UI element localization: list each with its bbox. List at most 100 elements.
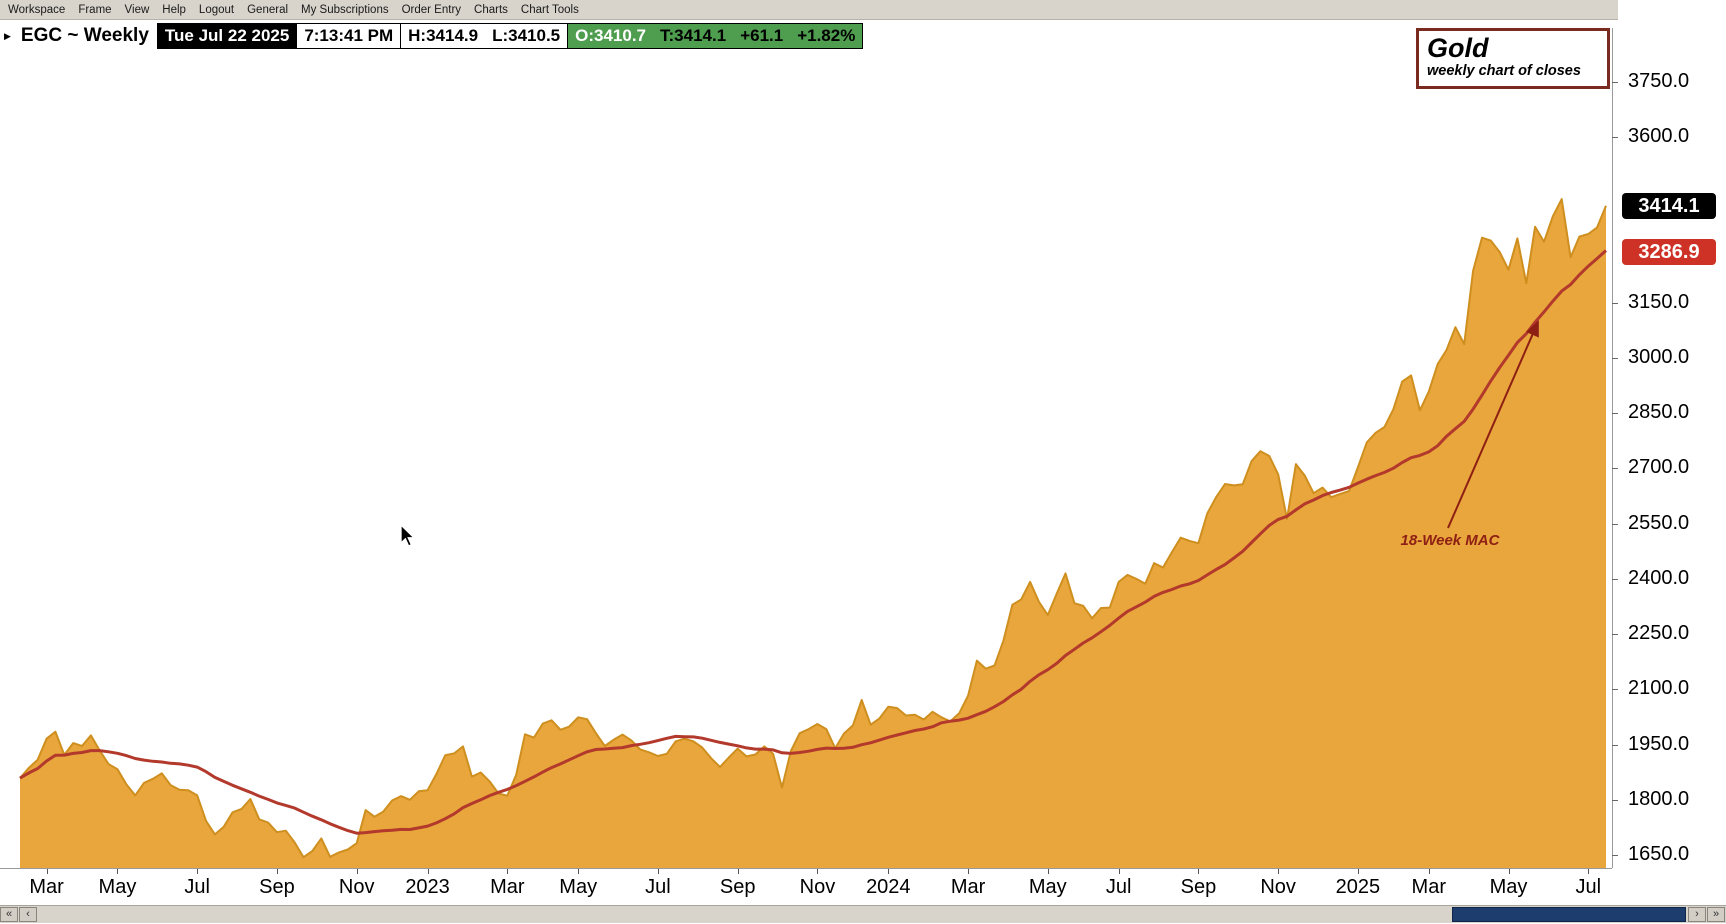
time-axis-tick [888, 869, 890, 874]
time-axis-label: 2024 [866, 876, 911, 898]
price-axis-label: 3750.0 [1628, 70, 1690, 92]
high-value: H:3414.9 [408, 26, 479, 45]
time-axis-label: Jul [1575, 876, 1602, 898]
time-axis-tick [276, 869, 278, 874]
price-axis-tick [1612, 137, 1618, 139]
time-axis-tick [1428, 869, 1430, 874]
chart-subtitle-text: weekly chart of closes [1427, 63, 1581, 79]
time-axis-label: May [1489, 876, 1528, 898]
time-axis-tick [1118, 869, 1120, 874]
high-low-display: H:3414.9 L:3410.5 [401, 23, 569, 49]
menu-item-workspace[interactable]: Workspace [8, 3, 66, 16]
scroll-right-button[interactable]: › [1688, 907, 1706, 922]
time-axis-tick [1047, 869, 1049, 874]
time-axis-label: May [98, 876, 137, 898]
price-axis-tick [1612, 302, 1618, 304]
price-axis-tick [1612, 854, 1618, 856]
time-axis-label: Sep [259, 876, 295, 898]
time-axis-tick [968, 869, 970, 874]
low-value: L:3410.5 [492, 26, 561, 45]
price-axis-label: 3150.0 [1628, 290, 1690, 313]
time-axis-label: Nov [338, 876, 375, 898]
axis-separator [1612, 28, 1613, 868]
price-axis-tick [1612, 634, 1618, 636]
time-axis-tick [1508, 869, 1510, 874]
price-axis-tick [1612, 689, 1618, 691]
symbol-label: EGC ~ Weekly [20, 25, 149, 46]
menu-item-frame[interactable]: Frame [78, 3, 112, 16]
time-axis-tick [507, 869, 509, 874]
time-display: 7:13:41 PM [297, 23, 402, 49]
time-axis-tick [427, 869, 429, 874]
price-axis-label: 2250.0 [1628, 622, 1690, 645]
time-axis-tick [1198, 869, 1200, 874]
price-axis-tick [1612, 468, 1618, 470]
time-axis-tick [737, 869, 739, 874]
time-axis-tick [197, 869, 199, 874]
time-axis-label: Sep [1180, 876, 1217, 898]
change-value: +61.1 [740, 26, 784, 45]
price-axis-label: 1800.0 [1628, 787, 1690, 810]
price-axis-tick [1612, 358, 1618, 360]
open-value: O:3410.7 [575, 26, 647, 45]
time-axis-label: Mar [29, 876, 64, 898]
time-axis-label: Nov [799, 876, 836, 898]
menu-item-general[interactable]: General [247, 3, 289, 16]
price-axis-label: 2550.0 [1628, 511, 1690, 534]
price-axis-tick [1612, 578, 1618, 580]
time-axis-tick [1357, 869, 1359, 874]
price-axis: 3750.0 3600.0 3150.0 3000.0 2850.0 2700.0 2550… [1612, 0, 1726, 924]
time-axis-tick [1278, 869, 1280, 874]
scroll-left-button[interactable]: ‹ [19, 907, 37, 922]
time-axis-tick [117, 869, 119, 874]
time-axis-label: Jul [1105, 876, 1132, 898]
price-axis-label: 2100.0 [1628, 677, 1690, 700]
scroll-far-right-button[interactable]: » [1707, 907, 1725, 922]
time-axis-tick [817, 869, 819, 874]
price-axis-label: 2700.0 [1628, 456, 1690, 479]
chart-title-text: Gold [1427, 33, 1489, 63]
time-axis-tick [356, 869, 358, 874]
time-axis-label: 2023 [405, 876, 450, 898]
mouse-cursor [400, 524, 416, 547]
price-axis-tick [1612, 82, 1618, 83]
menu-item-view[interactable]: View [124, 3, 150, 16]
chart-title-annotation[interactable]: Gold weekly chart of closes [1416, 28, 1610, 89]
price-axis-tick [1612, 413, 1618, 415]
price-axis-label: 1950.0 [1628, 732, 1690, 755]
time-axis-label: May [559, 876, 598, 898]
time-axis-label: Mar [950, 876, 986, 898]
menu-item-chart-tools[interactable]: Chart Tools [520, 3, 579, 16]
menu-item-help[interactable]: Help [162, 3, 186, 16]
price-chart-plot[interactable] [18, 50, 1612, 868]
ma-price-badge: 3286.9 [1622, 239, 1716, 266]
time-axis-label: 2025 [1335, 876, 1381, 898]
scroll-far-left-button[interactable]: « [0, 907, 18, 922]
ma-annotation-label[interactable]: 18-Week MAC [1400, 532, 1500, 549]
horizontal-scrollbar[interactable]: « ‹ › » [0, 905, 1726, 923]
time-axis-label: May [1028, 876, 1067, 898]
price-axis-tick [1612, 799, 1618, 801]
price-axis-tick [1612, 523, 1618, 525]
date-display: Tue Jul 22 2025 [156, 23, 298, 49]
change-percent-value: +1.82% [797, 26, 856, 45]
price-axis-label: 1650.0 [1628, 842, 1690, 865]
menu-item-order-entry[interactable]: Order Entry [401, 3, 462, 16]
price-axis-label: 3000.0 [1628, 346, 1690, 369]
menu-item-my-subscriptions[interactable]: My Subscriptions [301, 3, 389, 16]
menu-item-logout[interactable]: Logout [198, 3, 235, 16]
expander-arrow-icon[interactable]: ▶ [4, 30, 11, 41]
price-axis-label: 2850.0 [1628, 401, 1690, 424]
price-axis-tick [1612, 744, 1618, 746]
menu-item-charts[interactable]: Charts [474, 3, 508, 16]
scrollbar-thumb[interactable] [1452, 907, 1686, 922]
price-axis-label: 2400.0 [1628, 566, 1690, 589]
last-price-badge: 3414.1 [1622, 192, 1716, 219]
time-axis-label: Jul [645, 876, 671, 898]
time-axis-label: Sep [719, 876, 756, 898]
time-axis: Mar May Jul Sep Nov 2023 Mar May Jul Sep Nov 2024 Ma… [0, 868, 1612, 906]
time-axis-label: Mar [490, 876, 525, 898]
time-axis-label: Nov [1260, 876, 1296, 898]
time-axis-tick [46, 869, 48, 874]
time-axis-tick [1588, 869, 1590, 874]
